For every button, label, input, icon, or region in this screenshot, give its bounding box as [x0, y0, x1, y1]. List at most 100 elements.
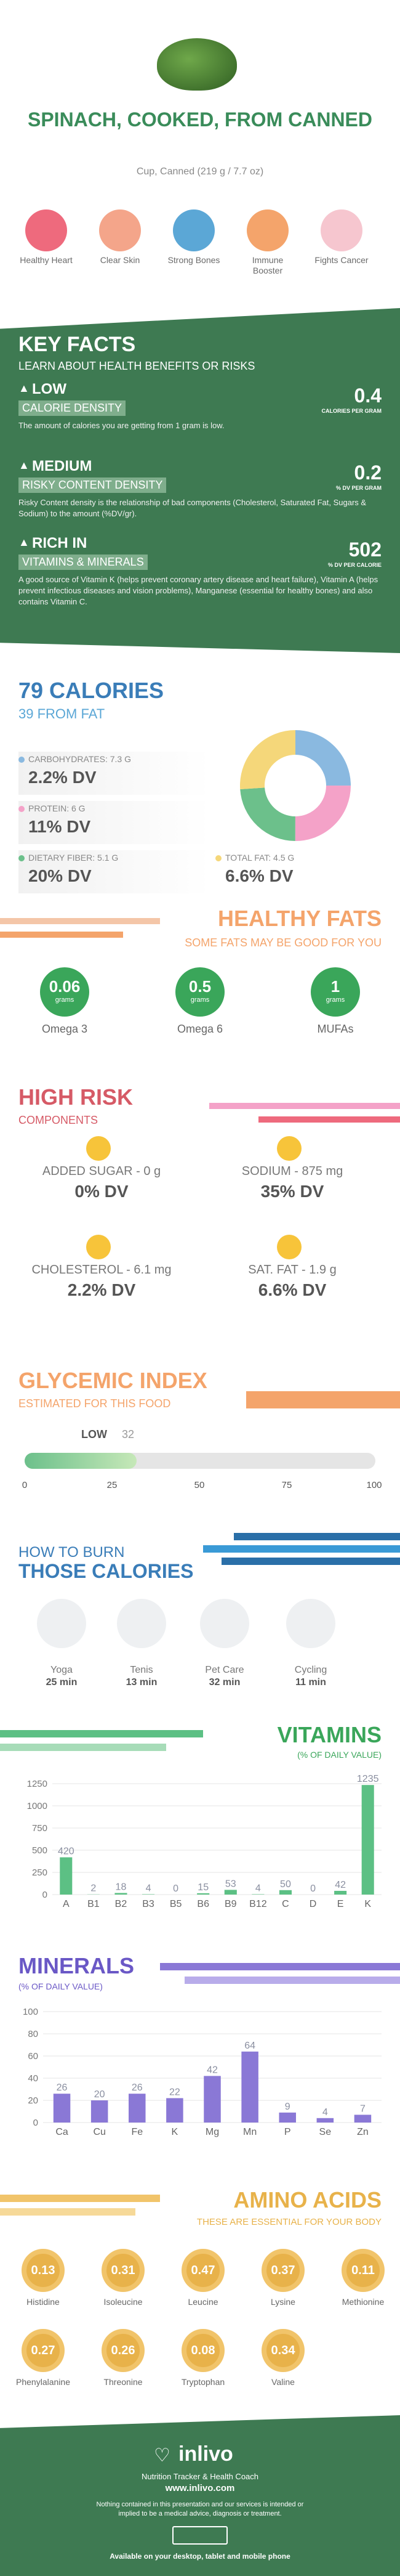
amino-subtitle: THESE ARE ESSENTIAL FOR YOUR BODY [196, 2217, 382, 2227]
fact-label: RISKY CONTENT DENSITY [18, 477, 167, 493]
benefit-label: Strong Bones [167, 255, 220, 265]
key-facts-title: KEY FACTS [18, 333, 136, 356]
fat-value: 0.06 [49, 977, 81, 996]
amino-circle: 0.47 [182, 2249, 225, 2292]
amino-value: 0.08 [186, 2334, 220, 2367]
bar-value-label: 2 [90, 1883, 96, 1894]
risk-label: SODIUM - 875 mg [241, 1164, 343, 1178]
category-label: Fe [131, 2127, 143, 2137]
nutrient-dv: 6.6% DV [225, 866, 294, 885]
activity-label: Cycling [294, 1665, 327, 1675]
category-label: Se [319, 2127, 332, 2137]
minerals-title: MINERALS [18, 1953, 134, 1978]
available-text: Available on your desktop, tablet and mo… [110, 2552, 290, 2561]
bar-B12 [252, 1894, 265, 1895]
bar-K [166, 2098, 183, 2123]
fact-unit: CALORIES PER GRAM [321, 408, 382, 414]
y-tick-label: 1000 [27, 1801, 47, 1811]
fact-label: VITAMINS & MINERALS [18, 555, 148, 570]
amino-value: 0.47 [186, 2254, 220, 2287]
bar-value-label: 1235 [357, 1774, 379, 1784]
amino-value: 0.37 [266, 2254, 300, 2287]
fat-unit: grams [55, 996, 74, 1004]
heart-logo-icon: ♡ [154, 2445, 170, 2466]
fact-label: CALORIE DENSITY [18, 400, 126, 416]
fact-unit: % DV PER CALORIE [327, 562, 382, 568]
shield-icon [247, 209, 289, 251]
gi-tick-label: 50 [194, 1480, 205, 1490]
benefit-3: Immune Booster [240, 209, 295, 276]
bar-value-label: 53 [225, 1879, 236, 1889]
amino-label: Isoleucine [103, 2297, 143, 2307]
smiley-icon [277, 1235, 302, 1259]
fat-circle: 0.06 grams [40, 967, 89, 1017]
category-label: Ca [55, 2127, 68, 2137]
fact-description: A good source of Vitamin K (helps preven… [18, 575, 378, 606]
nutrient-item: TOTAL FAT: 4.5 g 6.6% DV [215, 850, 382, 893]
burn-section: HOW TO BURN THOSE CALORIES Yoga 25 min Ten… [0, 1528, 400, 1737]
bar-value-label: 18 [116, 1882, 127, 1892]
fact-value: 0.2 [354, 461, 382, 484]
bar-C [279, 1890, 292, 1895]
amino-value: 0.11 [346, 2254, 380, 2287]
bar-value-label: 4 [146, 1883, 151, 1893]
y-tick-label: 0 [33, 2118, 38, 2128]
header-section: SPINACH, COOKED, FROM CANNED Cup, Canned… [0, 0, 400, 275]
category-label: K [364, 1899, 371, 1909]
category-label: A [63, 1899, 70, 1909]
nutrient-label: DIETARY FIBER: 5.1 g [28, 853, 119, 863]
amino-label: Phenylalanine [16, 2377, 70, 2387]
face-icon [99, 209, 141, 251]
fat-unit: grams [190, 996, 210, 1004]
amino-label: Tryptophan [181, 2377, 225, 2387]
bar-value-label: 0 [310, 1883, 316, 1894]
bar-value-label: 26 [57, 2082, 68, 2093]
amino-acids-section: AMINO ACIDS THESE ARE ESSENTIAL FOR YOUR… [0, 2181, 400, 2409]
key-facts-section: KEY FACTS LEARN ABOUT HEALTH BENEFITS OR… [0, 308, 400, 653]
risk-label: SAT. FAT - 1.9 g [248, 1263, 337, 1277]
nutrient-dv: 20% DV [28, 866, 92, 885]
nutrient-dv: 11% DV [28, 817, 91, 836]
y-tick-label: 80 [28, 2029, 38, 2039]
bar-value-label: 4 [322, 2107, 328, 2118]
bar-value-label: 15 [198, 1882, 209, 1893]
glycemic-section: GLYCEMIC INDEX ESTIMATED FOR THIS FOOD L… [0, 1362, 400, 1509]
category-label: B5 [170, 1899, 182, 1909]
nutrient-dot [18, 855, 25, 861]
glycemic-title: GLYCEMIC INDEX [18, 1368, 207, 1393]
minerals-chart: 100 80 60 40 20 0 26 Ca 20 Cu 26 Fe 22 K 42 Mg 64 Mn 9 P 4 Se… [23, 2007, 382, 2137]
gi-tick-label: 100 [366, 1480, 382, 1490]
fact-icon: ▲ [18, 459, 30, 471]
fat-label: MUFAs [317, 1023, 354, 1035]
nutrient-dot [18, 806, 25, 812]
activity-time: 32 min [209, 1677, 241, 1688]
bone-icon [173, 209, 215, 251]
fat-value: 1 [330, 977, 340, 996]
amino-circle: 0.34 [262, 2329, 305, 2372]
vitamins-section: VITAMINS (% OF DAILY VALUE) 1250 1000 750 5… [0, 1719, 400, 1922]
category-label: B6 [197, 1899, 209, 1909]
disclaimer: Nothing contained in this presentation a… [96, 2501, 304, 2517]
y-tick-label: 40 [28, 2073, 38, 2084]
nutrient-item: DIETARY FIBER: 5.1 g 20% DV [18, 850, 209, 893]
brand-url[interactable]: www.inlivo.com [165, 2483, 235, 2493]
key-facts-subtitle: LEARN ABOUT HEALTH BENEFITS OR RISKS [18, 360, 255, 372]
burn-title-1: HOW TO BURN [18, 1544, 125, 1561]
bar-B3 [142, 1894, 155, 1895]
fat-label: Omega 3 [41, 1023, 88, 1035]
benefit-0: Healthy Heart [18, 209, 74, 266]
category-label: D [310, 1899, 317, 1909]
bar-B9 [224, 1890, 237, 1895]
healthy-fats-title: HEALTHY FATS [217, 906, 382, 931]
activity-label: Tenis [130, 1665, 153, 1675]
bar-A [60, 1857, 73, 1895]
bar-value-label: 50 [280, 1879, 291, 1890]
heart-icon [25, 209, 67, 251]
spinach-image [157, 38, 237, 91]
fact-level: MEDIUM [32, 458, 92, 474]
y-tick-label: 500 [32, 1845, 47, 1856]
activity-icon [117, 1599, 166, 1648]
nutrient-item: PROTEIN: 6 g 11% DV [18, 801, 209, 844]
amino-label: Threonine [103, 2377, 143, 2387]
activity-icon [286, 1599, 335, 1648]
